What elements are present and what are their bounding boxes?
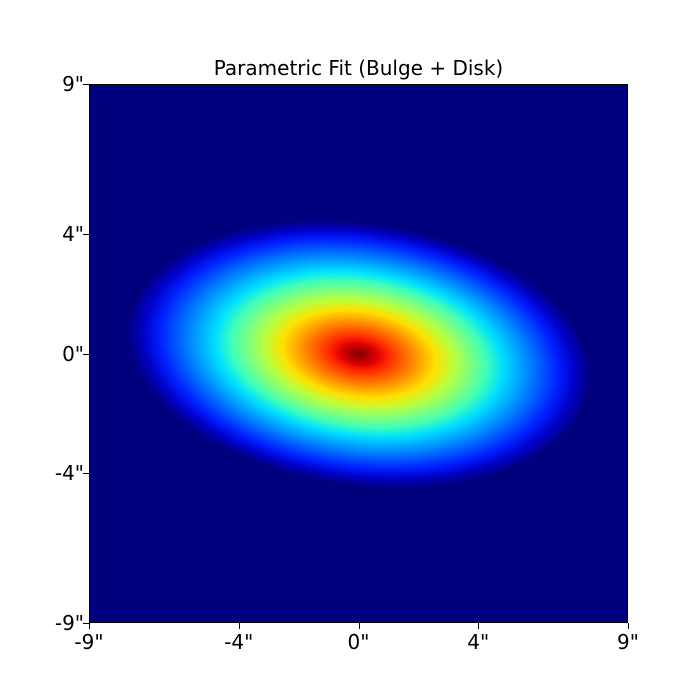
galaxy-model-image bbox=[109, 191, 608, 516]
x-tick-label: -4" bbox=[224, 630, 254, 654]
y-tick-mark bbox=[83, 473, 89, 474]
x-tick-label: 9" bbox=[617, 630, 639, 654]
x-tick-mark bbox=[239, 623, 240, 629]
x-tick-mark bbox=[89, 623, 90, 629]
x-tick-mark bbox=[359, 623, 360, 629]
y-tick-mark bbox=[83, 623, 89, 624]
y-tick-label: 9" bbox=[62, 72, 84, 96]
y-tick-label: -4" bbox=[54, 461, 84, 486]
y-tick-mark bbox=[83, 354, 89, 355]
x-tick-mark bbox=[628, 623, 629, 629]
y-tick-label: 4" bbox=[62, 221, 84, 246]
y-tick-label: -9" bbox=[54, 611, 84, 635]
chart-title: Parametric Fit (Bulge + Disk) bbox=[213, 56, 504, 80]
y-tick-label: 0" bbox=[62, 341, 84, 366]
y-tick-mark bbox=[83, 84, 89, 85]
x-tick-label: 0" bbox=[347, 630, 370, 654]
plot-area bbox=[89, 84, 628, 623]
x-tick-label: -9" bbox=[74, 630, 104, 654]
x-tick-mark bbox=[478, 623, 479, 629]
x-tick-label: 4" bbox=[467, 630, 490, 654]
y-tick-mark bbox=[83, 234, 89, 235]
